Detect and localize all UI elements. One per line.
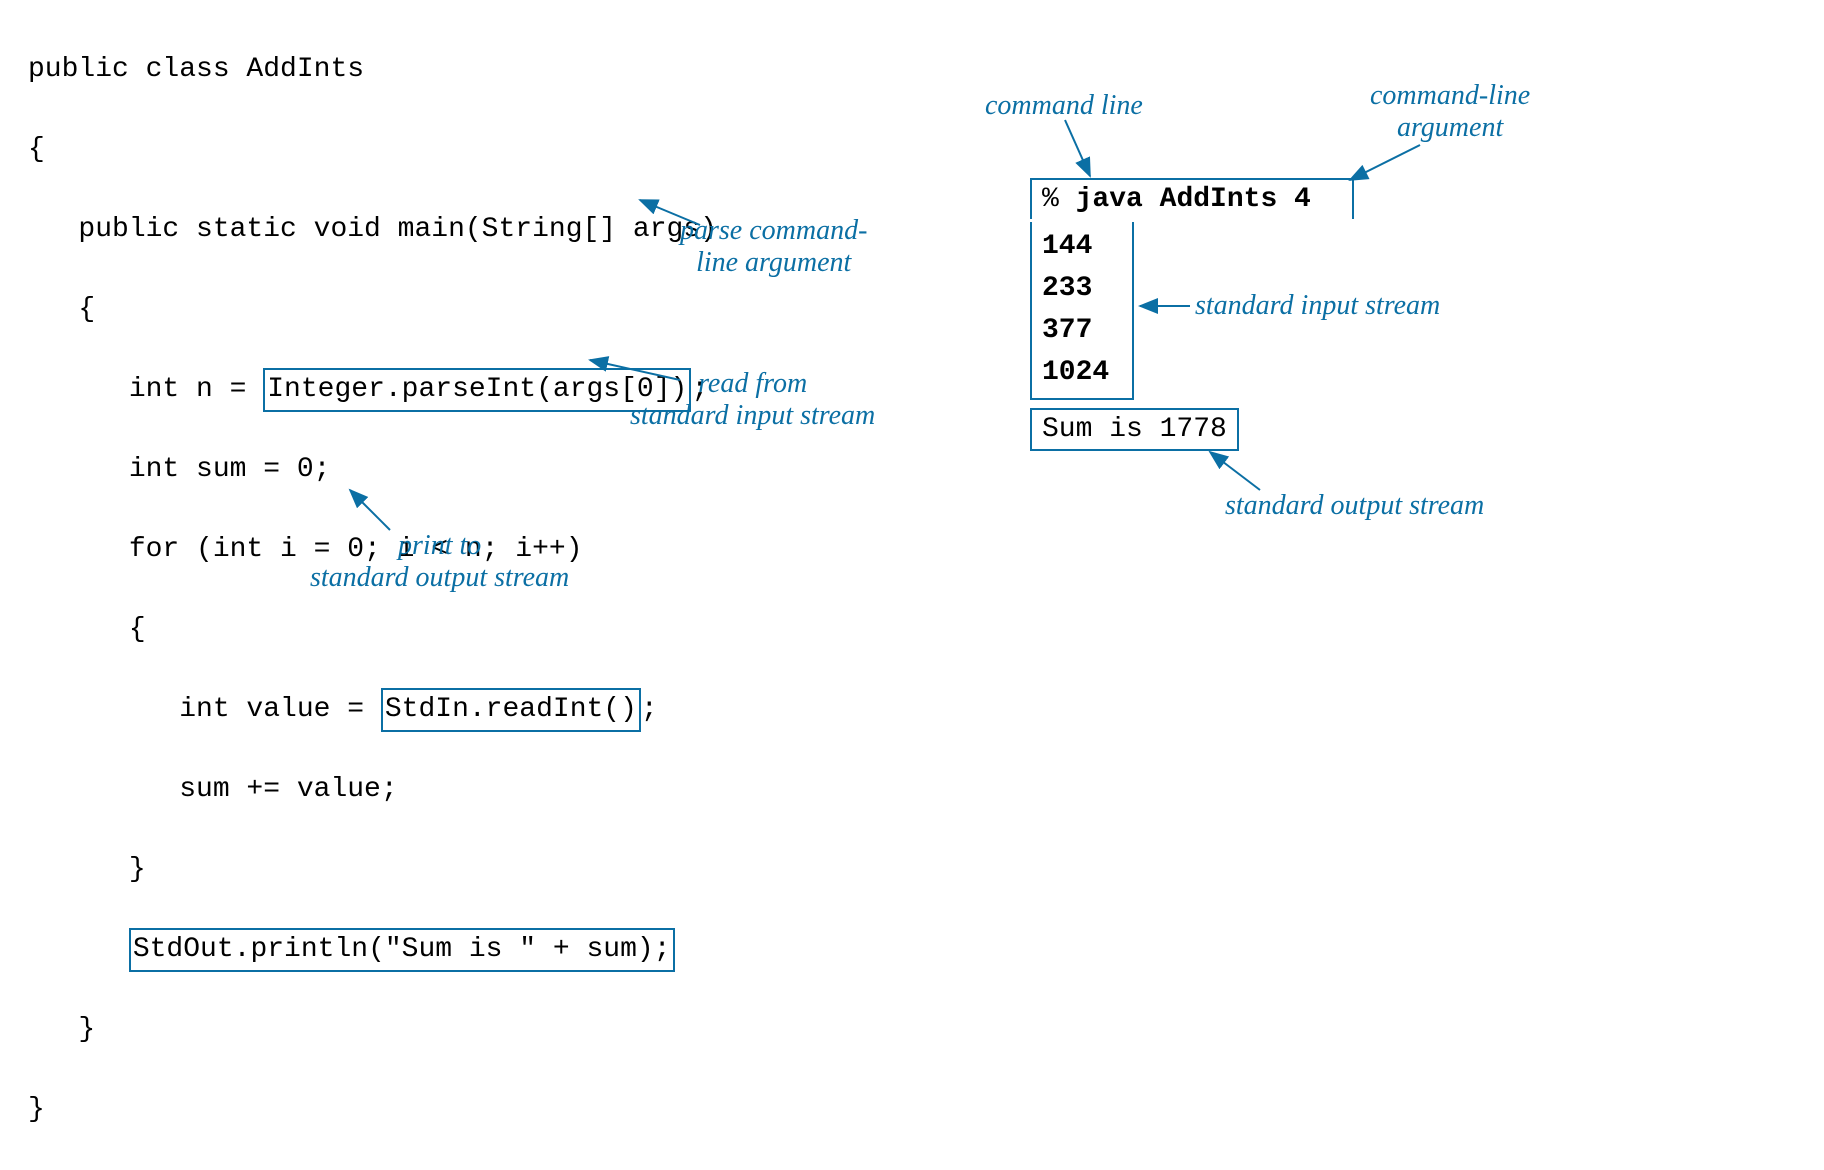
code-l13: } bbox=[28, 1014, 95, 1045]
terminal-prompt: % bbox=[1042, 184, 1059, 215]
code-l9b: ; bbox=[641, 694, 658, 725]
terminal-command: java AddInts 4 bbox=[1076, 184, 1311, 215]
code-l11: } bbox=[28, 854, 146, 885]
box-read: StdIn.readInt() bbox=[381, 688, 641, 732]
code-l3: public static void main(String[] args) bbox=[28, 214, 717, 245]
annot-parse: parse command- line argument bbox=[680, 215, 867, 279]
code-l2: { bbox=[28, 134, 45, 165]
annot-cmdline: command line bbox=[985, 90, 1143, 122]
box-print: StdOut.println("Sum is " + sum); bbox=[129, 928, 675, 972]
code-l14: } bbox=[28, 1094, 45, 1125]
code-l9a: int value = bbox=[28, 694, 381, 725]
code-l6: int sum = 0; bbox=[28, 454, 330, 485]
annot-stdout: standard output stream bbox=[1225, 490, 1484, 522]
code-l10: sum += value; bbox=[28, 774, 398, 805]
code-l5a: int n = bbox=[28, 374, 263, 405]
code-l12a bbox=[28, 934, 129, 965]
terminal-input-1: 233 bbox=[1042, 268, 1122, 310]
terminal-output: Sum is 1778 bbox=[1042, 414, 1227, 445]
annot-read: read from standard input stream bbox=[630, 368, 875, 432]
code-l1: public class AddInts bbox=[28, 54, 364, 85]
annot-print: print to standard output stream bbox=[310, 530, 569, 594]
terminal-output-box: Sum is 1778 bbox=[1030, 408, 1239, 451]
annot-stdin: standard input stream bbox=[1195, 290, 1440, 322]
terminal-command-box: % java AddInts 4 bbox=[1030, 178, 1354, 219]
terminal-input-box: 144 233 377 1024 bbox=[1030, 222, 1134, 400]
terminal-input-3: 1024 bbox=[1042, 352, 1122, 394]
box-parse: Integer.parseInt(args[0]) bbox=[263, 368, 691, 412]
code-l8: { bbox=[28, 614, 146, 645]
annot-cmdarg: command-line argument bbox=[1370, 80, 1530, 144]
terminal-input-2: 377 bbox=[1042, 310, 1122, 352]
terminal-input-0: 144 bbox=[1042, 226, 1122, 268]
code-l4: { bbox=[28, 294, 95, 325]
